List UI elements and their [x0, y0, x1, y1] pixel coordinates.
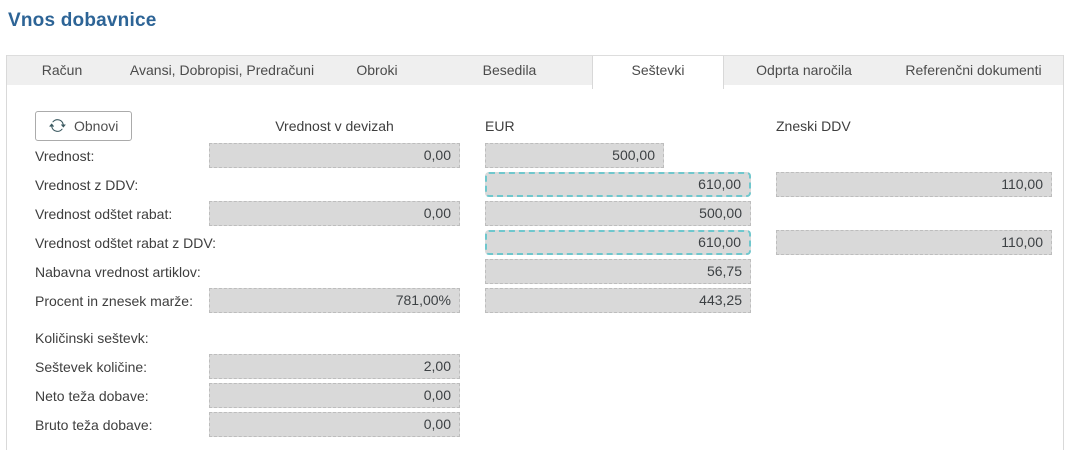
tab-odprta-narocila[interactable]: Odprta naročila [756, 62, 852, 78]
row-label: Procent in znesek marže: [35, 292, 193, 309]
row-label: Nabavna vrednost artiklov: [35, 263, 201, 280]
refresh-button[interactable]: Obnovi [35, 110, 133, 141]
row-label: Vrednost: [35, 147, 95, 164]
row-label: Vrednost odštet rabat z DDV: [35, 234, 217, 251]
field-bruto-teza[interactable]: 0,00 [209, 412, 460, 437]
header-row: Obnovi Vrednost v devizah EUR Zneski DDV [35, 110, 1063, 141]
tab-racun[interactable]: Račun [41, 62, 83, 78]
row-label: Seštevek količine: [35, 358, 148, 375]
row-label: Vrednost odštet rabat: [35, 205, 173, 222]
refresh-button-label: Obnovi [74, 117, 119, 134]
row-label: Vrednost z DDV: [35, 176, 139, 193]
table-row-bruto-teza: Bruto teža dobave: 0,00 [35, 410, 1063, 439]
tab-obroki[interactable]: Obroki [356, 62, 398, 78]
field-odstet-rabat-z-ddv-eur[interactable]: 610,00 [485, 230, 751, 255]
tab-referencni-dokumenti[interactable]: Referenčni dokumenti [905, 62, 1042, 78]
tab-avansi-dobropisi-predracuni[interactable]: Avansi, Dobropisi, Predračuni [129, 62, 315, 78]
row-label: Bruto teža dobave: [35, 416, 153, 433]
field-vrednost-eur[interactable]: 500,00 [485, 143, 664, 168]
table-row-neto-teza: Neto teža dobave: 0,00 [35, 381, 1063, 410]
row-label: Neto teža dobave: [35, 387, 149, 404]
toolbar: Obnovi [35, 110, 209, 141]
tab-content: Obnovi Vrednost v devizah EUR Zneski DDV… [7, 110, 1063, 439]
field-procent-marze-devizna[interactable]: 781,00% [209, 288, 460, 313]
column-header-devizna: Vrednost v devizah [275, 117, 394, 134]
field-vrednost-z-ddv-ddv[interactable]: 110,00 [776, 172, 1052, 197]
tab-bar: Račun Avansi, Dobropisi, Predračuni Obro… [7, 55, 1063, 89]
field-vrednost-devizna[interactable]: 0,00 [209, 143, 460, 168]
field-nabavna-vrednost-eur[interactable]: 56,75 [485, 259, 751, 284]
field-odstet-rabat-z-ddv-ddv[interactable]: 110,00 [776, 230, 1052, 255]
field-vrednost-z-ddv-eur[interactable]: 610,00 [485, 172, 751, 197]
field-znesek-marze-eur[interactable]: 443,25 [485, 288, 751, 313]
table-row-sestevek-kolicine: Seštevek količine: 2,00 [35, 352, 1063, 381]
field-odstet-rabat-eur[interactable]: 500,00 [485, 201, 751, 226]
refresh-icon [49, 117, 66, 134]
table-row-nabavna-vrednost: Nabavna vrednost artiklov: 56,75 [35, 257, 1063, 286]
page-title: Vnos dobavnice [8, 10, 157, 31]
field-neto-teza[interactable]: 0,00 [209, 383, 460, 408]
tab-besedila[interactable]: Besedila [482, 62, 537, 78]
tab-sestevki[interactable]: Seštevki [592, 56, 724, 89]
tab-panel: Račun Avansi, Dobropisi, Predračuni Obro… [6, 55, 1064, 450]
table-row-vrednost-odstet-rabat: Vrednost odštet rabat: 0,00 500,00 [35, 199, 1063, 228]
column-header-ddv: Zneski DDV [776, 117, 851, 134]
table-row-procent-marze: Procent in znesek marže: 781,00% 443,25 [35, 286, 1063, 315]
page: { "page_title": "Vnos dobavnice", "tabs"… [0, 10, 1070, 460]
table-row-vrednost: Vrednost: 0,00 500,00 [35, 141, 1063, 170]
column-header-eur: EUR [485, 117, 515, 134]
field-odstet-rabat-devizna[interactable]: 0,00 [209, 201, 460, 226]
field-sestevek-kolicine[interactable]: 2,00 [209, 354, 460, 379]
table-row-vrednost-odstet-rabat-z-ddv: Vrednost odštet rabat z DDV: 610,00 110,… [35, 228, 1063, 257]
row-label: Količinski seštevk: [35, 329, 149, 346]
table-row-kolicinski-sestevek: Količinski seštevk: [35, 323, 1063, 352]
table-row-vrednost-z-ddv: Vrednost z DDV: 610,00 110,00 [35, 170, 1063, 199]
